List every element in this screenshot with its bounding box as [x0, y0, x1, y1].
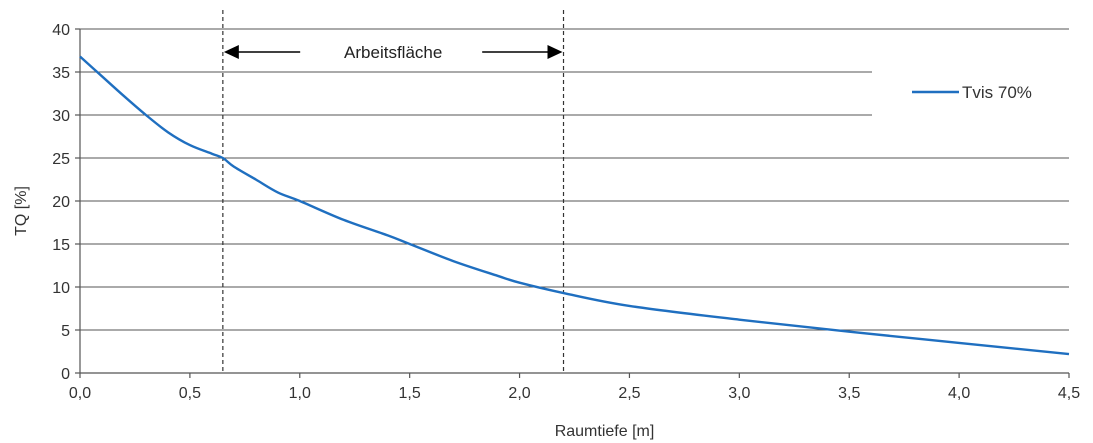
- work-area-annotation: Arbeitsfläche: [223, 43, 563, 62]
- series-layer: [79, 55, 1070, 356]
- y-tick-label: 40: [52, 22, 70, 39]
- x-tick-label: 4,5: [1058, 385, 1080, 402]
- grid-lines: [80, 28, 1069, 331]
- y-tick-label: 35: [52, 65, 70, 82]
- axes: [75, 28, 1070, 378]
- y-tick-label: 0: [61, 366, 70, 383]
- legend: Tvis 70%: [912, 83, 1032, 102]
- work-area-label: Arbeitsfläche: [344, 43, 442, 62]
- x-tick-label: 1,5: [399, 385, 421, 402]
- y-tick-label: 15: [52, 237, 70, 254]
- y-tick-label: 25: [52, 151, 70, 168]
- series-line-tvis-70: [79, 55, 1070, 356]
- x-tick-label: 0,0: [69, 385, 91, 402]
- x-tick-label: 4,0: [948, 385, 970, 402]
- legend-label-tvis-70: Tvis 70%: [962, 83, 1032, 102]
- x-tick-label: 2,5: [618, 385, 640, 402]
- y-tick-label: 20: [52, 194, 70, 211]
- y-tick-label: 10: [52, 280, 70, 297]
- x-tick-label: 0,5: [179, 385, 201, 402]
- arrow-left-head: [223, 45, 239, 59]
- y-axis-title: TQ [%]: [13, 186, 30, 236]
- x-tick-label: 1,0: [289, 385, 311, 402]
- x-tick-label: 3,0: [728, 385, 750, 402]
- x-axis-title: Raumtiefe [m]: [555, 423, 655, 440]
- y-tick-label: 5: [61, 323, 70, 340]
- x-tick-label: 3,5: [838, 385, 860, 402]
- y-tick-label: 30: [52, 108, 70, 125]
- x-tick-label: 2,0: [508, 385, 530, 402]
- work-area-boundaries: [222, 10, 565, 373]
- arrow-right-head: [547, 45, 563, 59]
- tick-labels: 0 5 10 15 20 25 30 35 40 0,0 0,5 1,0 1,5 2,0 2,5 3,0 3,5…: [52, 22, 1080, 402]
